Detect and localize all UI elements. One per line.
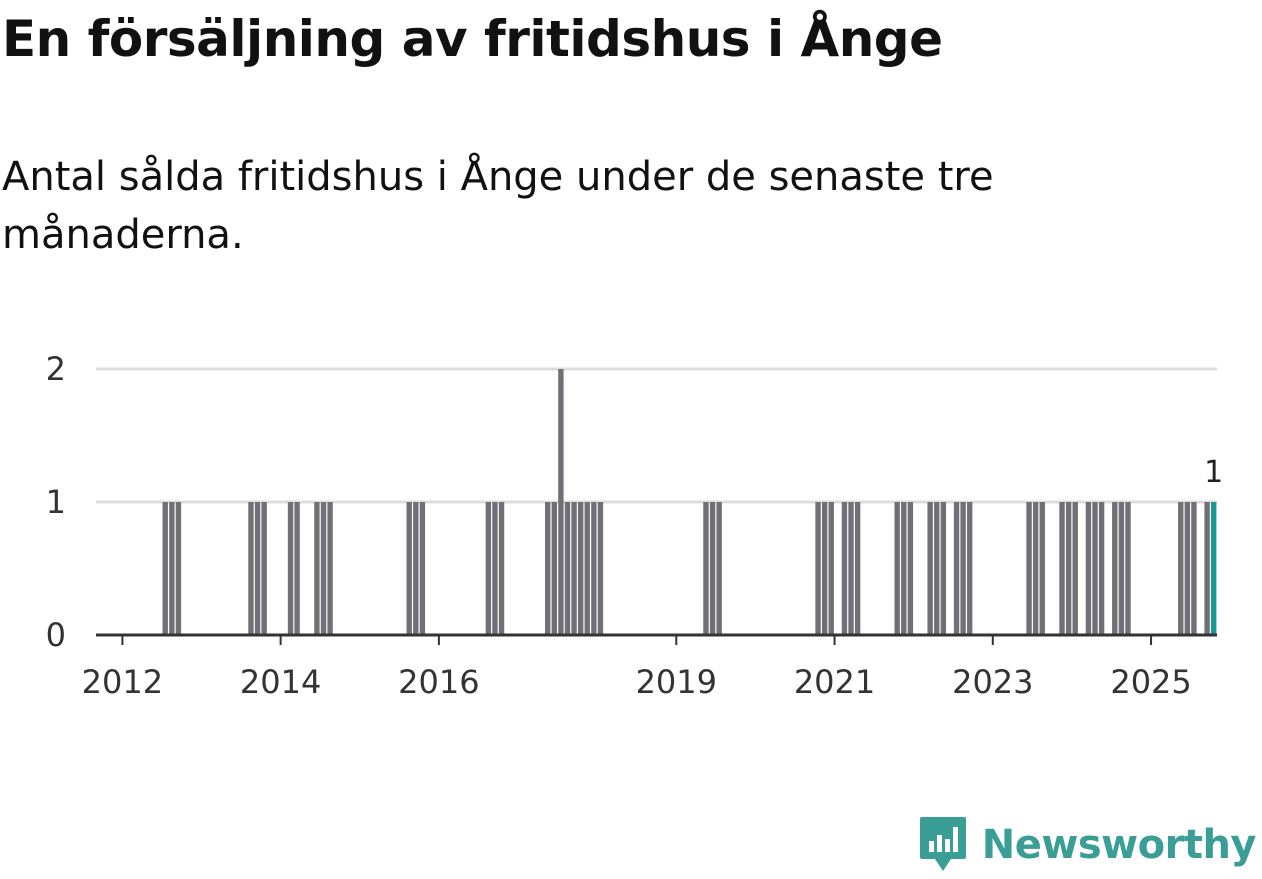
bar	[940, 502, 947, 635]
bar	[1085, 502, 1092, 635]
bar	[953, 502, 960, 635]
bar	[254, 502, 261, 635]
x-tick-label: 2025	[1110, 663, 1191, 701]
bar	[571, 502, 577, 635]
brand-name: Newsworthy	[981, 822, 1257, 868]
bar	[828, 502, 834, 635]
bar	[327, 502, 333, 635]
bar	[1072, 502, 1078, 635]
bar	[248, 502, 254, 635]
x-tick-label: 2023	[952, 663, 1033, 701]
bar	[320, 502, 327, 635]
y-tick-label: 2	[46, 350, 66, 388]
bar	[287, 502, 294, 635]
newsworthy-chart-logo-icon	[919, 817, 966, 871]
bar	[551, 502, 557, 635]
bar	[492, 502, 498, 635]
bar	[591, 502, 597, 635]
bar	[545, 502, 551, 635]
bar	[894, 502, 900, 635]
data-labels: 1	[1204, 455, 1223, 490]
bar	[1118, 502, 1125, 635]
x-tick-label: 2014	[240, 663, 321, 701]
bar	[558, 369, 564, 635]
bar	[1032, 502, 1039, 635]
y-axis-ticks: 0 1 2	[46, 350, 66, 654]
y-tick-label: 0	[46, 616, 66, 654]
chart-subtitle: Antal sålda fritidshus i Ånge under de s…	[2, 154, 994, 258]
bar	[927, 502, 933, 635]
bar	[1204, 502, 1210, 635]
bar	[960, 502, 966, 635]
bar	[1184, 502, 1191, 635]
bar	[413, 502, 419, 635]
bar	[709, 502, 716, 635]
x-tick-label: 2021	[794, 663, 875, 701]
bar	[967, 502, 973, 635]
bar	[577, 502, 584, 635]
bar	[1039, 502, 1045, 635]
bar	[821, 502, 828, 635]
bar	[162, 502, 168, 635]
bars	[162, 369, 1217, 635]
bar	[1065, 502, 1072, 635]
chart-title: En försäljning av fritidshus i Ånge	[2, 10, 943, 68]
newsworthy-logo: Newsworthy	[918, 815, 1257, 875]
bar	[1026, 502, 1032, 635]
bar	[716, 502, 722, 635]
bar	[1178, 502, 1184, 635]
bar	[907, 502, 914, 635]
data-label: 1	[1204, 455, 1223, 490]
x-tick-label: 2016	[398, 663, 479, 701]
bar	[597, 502, 604, 635]
bar	[294, 502, 300, 635]
bar	[314, 502, 320, 635]
bar	[854, 502, 861, 635]
bar	[1098, 502, 1105, 635]
bar	[498, 502, 505, 635]
x-tick-label: 2012	[82, 663, 163, 701]
x-tick-label: 2019	[636, 663, 717, 701]
bar-highlighted	[1211, 502, 1217, 635]
x-axis-ticks: 2012 2014 2016 2019 2021 2023 2025	[82, 635, 1192, 701]
bar	[485, 502, 492, 635]
bar	[175, 502, 182, 635]
bar	[901, 502, 907, 635]
bar	[406, 502, 412, 635]
bar	[815, 502, 821, 635]
bar	[261, 502, 267, 635]
bar	[419, 502, 426, 635]
bar	[934, 502, 940, 635]
bar	[564, 502, 571, 635]
bar	[703, 502, 709, 635]
bar	[841, 502, 848, 635]
bar	[1092, 502, 1098, 635]
bar	[1191, 502, 1197, 635]
bar	[1059, 502, 1065, 635]
bar	[169, 502, 175, 635]
y-tick-label: 1	[46, 483, 66, 521]
bar-chart: 0 1 2 2012 2014 2016 2019 2021 2023 2025 1	[46, 350, 1224, 701]
bar	[1112, 502, 1118, 635]
gridlines	[96, 367, 1217, 504]
bar	[584, 502, 590, 635]
bar	[848, 502, 854, 635]
bar	[1125, 502, 1131, 635]
